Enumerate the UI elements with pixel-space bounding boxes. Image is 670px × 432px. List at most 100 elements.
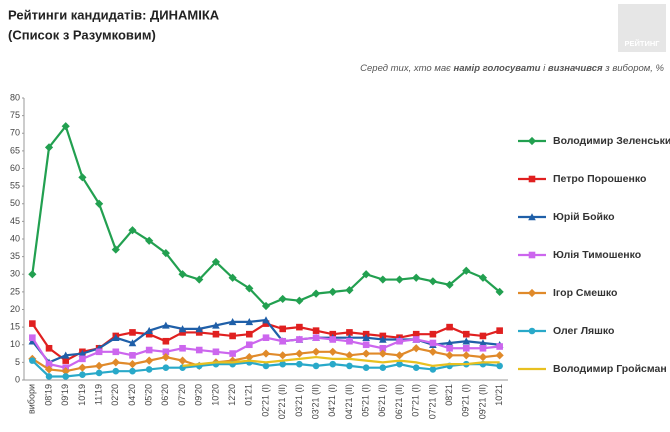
- marker: [262, 362, 270, 370]
- marker: [262, 316, 270, 324]
- marker: [445, 351, 454, 360]
- y-tick-label: 70: [10, 128, 20, 138]
- x-tick-label: 06'21 (II): [394, 384, 404, 419]
- marker: [212, 321, 220, 329]
- marker: [129, 367, 136, 375]
- marker: [462, 266, 471, 275]
- marker: [61, 367, 70, 376]
- marker: [295, 349, 304, 358]
- marker: [228, 356, 237, 365]
- marker: [129, 352, 136, 359]
- marker: [145, 330, 153, 338]
- x-tick-label: 06'20: [160, 384, 170, 406]
- marker: [178, 325, 187, 333]
- y-tick-label: 0: [15, 374, 20, 384]
- x-tick-label: 04'20: [127, 384, 137, 406]
- y-tick-label: 50: [10, 198, 20, 208]
- marker: [429, 339, 437, 347]
- marker: [195, 325, 204, 333]
- y-tick-label: 30: [10, 269, 20, 279]
- marker: [195, 346, 203, 354]
- marker: [179, 329, 186, 336]
- marker: [62, 357, 70, 364]
- x-tick-label: вибори: [27, 384, 37, 414]
- x-tick-label: 07'20: [177, 384, 187, 406]
- marker: [246, 341, 253, 349]
- marker: [279, 325, 286, 333]
- marker: [495, 287, 504, 296]
- marker: [412, 273, 421, 282]
- x-tick-label: 06'21 (I): [377, 384, 387, 417]
- chart-title: (Список з Разумковим): [8, 27, 156, 42]
- marker: [211, 257, 221, 267]
- marker: [312, 334, 320, 341]
- marker: [262, 334, 270, 341]
- marker: [28, 270, 37, 279]
- legend-marker: [528, 175, 536, 183]
- marker: [396, 337, 403, 345]
- marker: [78, 349, 87, 357]
- marker: [428, 277, 437, 286]
- marker: [228, 273, 237, 282]
- x-tick-label: 08'21: [444, 384, 454, 406]
- legend-marker: [528, 251, 536, 259]
- series-line: [31, 123, 501, 308]
- marker: [362, 270, 371, 279]
- marker: [362, 341, 370, 349]
- x-tick-label: 04'21 (II): [344, 384, 354, 419]
- subtitle-part: визначився: [548, 63, 603, 74]
- marker: [428, 347, 437, 356]
- legend-label: Володимир Гройсман: [553, 363, 667, 375]
- legend-marker: [528, 327, 536, 335]
- x-tick-label: 07'21 (II): [427, 384, 437, 419]
- marker: [162, 348, 170, 356]
- marker: [345, 351, 354, 360]
- marker: [462, 344, 470, 352]
- marker: [161, 249, 170, 258]
- y-tick-label: 65: [10, 145, 20, 155]
- marker: [412, 364, 420, 371]
- marker: [429, 330, 437, 338]
- marker: [245, 284, 254, 293]
- marker: [496, 343, 503, 350]
- marker: [395, 275, 404, 284]
- x-tick-label: 03'21 (I): [294, 384, 304, 417]
- marker: [378, 349, 387, 358]
- y-tick-label: 80: [10, 92, 20, 102]
- marker: [479, 344, 487, 352]
- marker: [45, 373, 53, 380]
- marker: [412, 330, 420, 338]
- marker: [229, 332, 236, 340]
- marker: [45, 344, 53, 352]
- marker: [44, 143, 54, 152]
- y-tick-label: 35: [10, 251, 20, 261]
- marker: [328, 347, 337, 356]
- marker: [362, 364, 370, 371]
- marker: [278, 351, 287, 360]
- legend-label: Петро Порошенко: [553, 173, 646, 185]
- marker: [279, 337, 286, 345]
- marker: [429, 366, 437, 373]
- x-tick-label: 02'20: [110, 384, 120, 406]
- x-tick-label: 10'21: [494, 384, 504, 406]
- legend-label: Юрій Бойко: [553, 211, 614, 223]
- marker: [128, 226, 137, 235]
- marker: [462, 330, 470, 338]
- marker: [445, 280, 454, 289]
- marker: [462, 351, 471, 360]
- marker: [379, 335, 387, 343]
- logo: РЕЙТИНГ: [624, 39, 660, 48]
- marker: [62, 373, 70, 380]
- x-tick-label: 02'21 (I): [260, 384, 270, 417]
- marker: [328, 287, 337, 296]
- legend-label: Юлія Тимошенко: [553, 249, 641, 261]
- marker: [228, 318, 237, 326]
- marker: [195, 329, 203, 336]
- x-tick-label: 09'21 (II): [477, 384, 487, 419]
- marker: [462, 337, 471, 345]
- marker: [496, 327, 503, 334]
- marker: [128, 339, 137, 347]
- marker: [362, 333, 370, 341]
- marker: [44, 365, 54, 374]
- marker: [312, 362, 320, 370]
